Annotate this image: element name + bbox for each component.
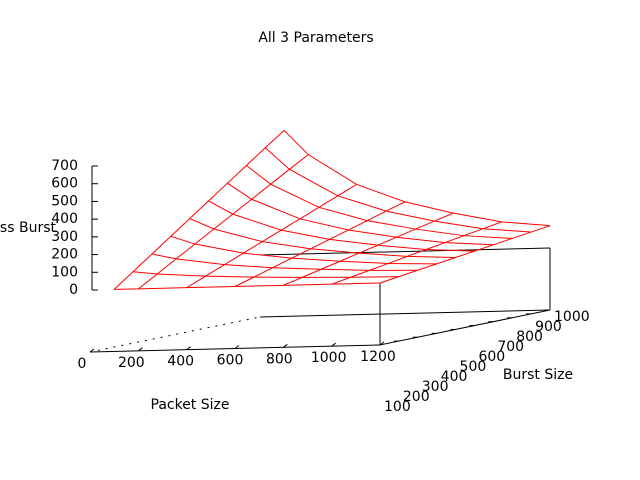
z-tick-label: 200 (51, 247, 78, 263)
x-tick (186, 346, 191, 351)
y-tick-label: 1000 (554, 309, 590, 325)
y-tick-label: 900 (535, 319, 562, 335)
zero-plane-edge (259, 247, 551, 256)
y-tick-label: 400 (441, 369, 468, 385)
surface-column (331, 221, 502, 285)
y-tick-label: 800 (516, 329, 543, 345)
base-edge (379, 309, 551, 346)
y-tick-label: 500 (460, 359, 487, 375)
surface-column (379, 225, 551, 284)
surface-column (283, 212, 454, 286)
x-tick-label: 0 (78, 356, 87, 372)
y-tick-label: 200 (403, 389, 430, 405)
y-axis-label: Burst Size (503, 367, 573, 383)
x-tick-label: 200 (118, 355, 145, 371)
surface-column (186, 184, 357, 289)
x-tick (89, 348, 95, 353)
x-tick-label: 400 (167, 354, 194, 370)
base-edge (259, 309, 551, 318)
surface-column (113, 130, 285, 290)
x-tick (331, 342, 336, 347)
x-tick (283, 343, 288, 348)
z-tick-label: 600 (51, 176, 78, 192)
z-tick-label: 0 (69, 282, 78, 298)
x-tick-label: 600 (217, 353, 244, 369)
x-tick-label: 1000 (311, 350, 347, 366)
y-tick-label: 100 (384, 399, 411, 415)
z-axis-label: Loss Burst (0, 220, 56, 236)
z-tick-label: 700 (51, 158, 78, 174)
y-tick-label: 300 (422, 379, 449, 395)
x-axis-label: Packet Size (151, 397, 230, 413)
y-tick-label: 600 (478, 349, 505, 365)
x-tick (138, 347, 143, 352)
x-tick (379, 341, 385, 346)
chart-title: All 3 Parameters (258, 30, 373, 46)
surface-column (234, 201, 406, 287)
base-edge (89, 316, 261, 353)
x-tick (234, 345, 240, 349)
x-tick-label: 800 (266, 351, 293, 367)
surface-column (138, 154, 309, 290)
z-tick-label: 500 (51, 193, 78, 209)
y-tick-label: 700 (497, 339, 524, 355)
x-tick-label: 1200 (360, 349, 396, 365)
z-tick-label: 300 (51, 229, 78, 245)
z-tick-label: 400 (51, 211, 78, 227)
z-tick-label: 100 (51, 264, 78, 280)
